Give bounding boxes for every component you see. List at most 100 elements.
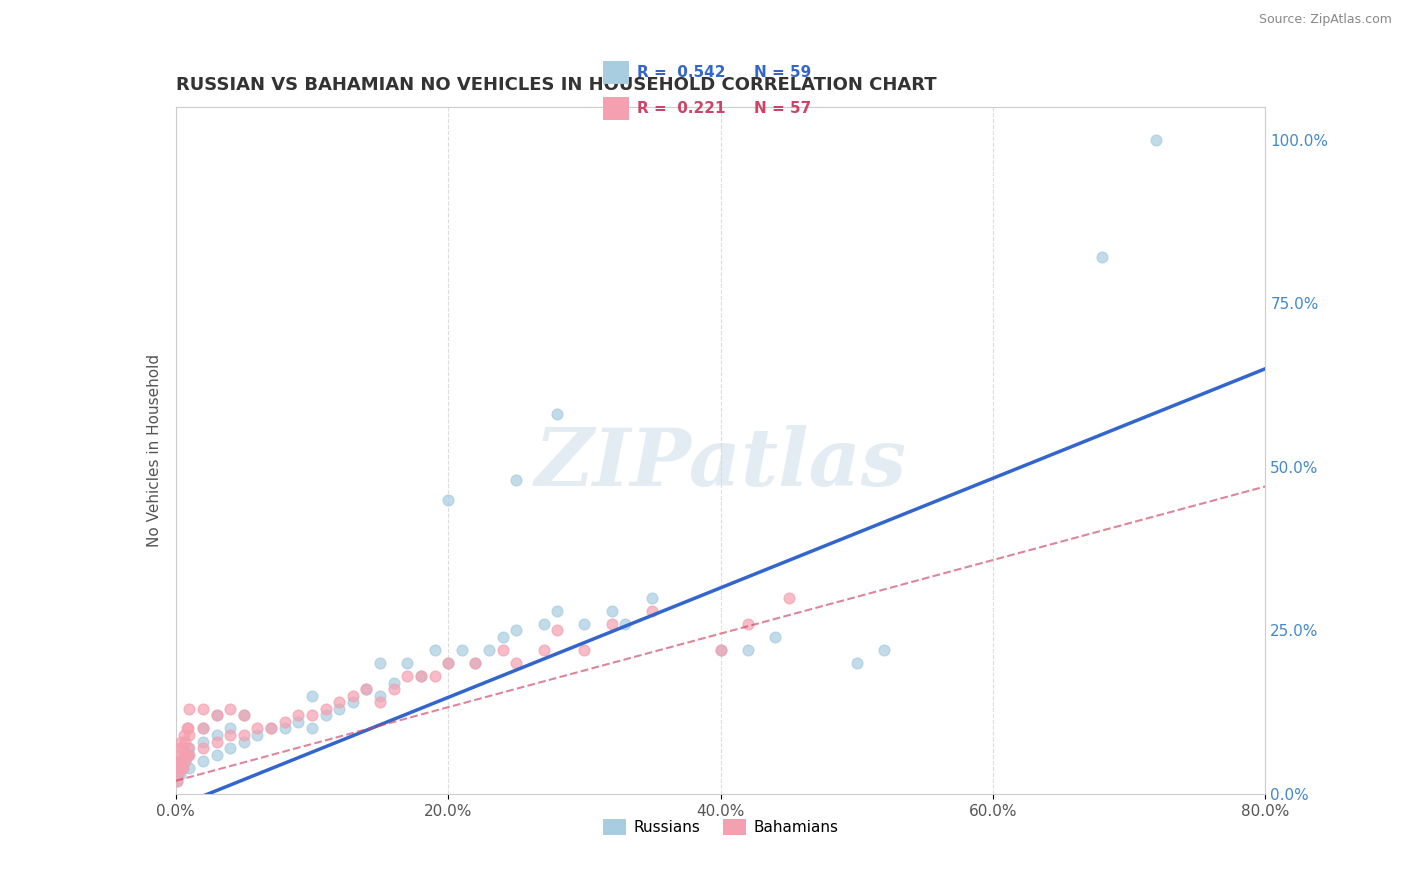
Point xyxy=(166,747,188,762)
Point xyxy=(177,747,200,762)
Point xyxy=(191,722,214,736)
Text: N = 59: N = 59 xyxy=(754,64,811,79)
Point xyxy=(219,741,242,756)
Point xyxy=(328,702,350,716)
Point xyxy=(423,669,446,683)
Point xyxy=(170,761,193,775)
Point xyxy=(191,722,214,736)
Point xyxy=(478,643,501,657)
Point xyxy=(873,643,896,657)
Point xyxy=(1091,251,1114,265)
Point xyxy=(287,714,309,729)
Point xyxy=(641,591,664,605)
Point xyxy=(172,761,194,775)
Point xyxy=(382,682,405,697)
Point xyxy=(232,734,254,748)
Point xyxy=(174,754,197,768)
Point xyxy=(260,722,283,736)
Text: Source: ZipAtlas.com: Source: ZipAtlas.com xyxy=(1258,13,1392,27)
Point xyxy=(173,754,195,768)
Point xyxy=(301,722,323,736)
Point xyxy=(274,714,297,729)
Point xyxy=(301,689,323,703)
Point xyxy=(492,630,515,644)
Text: R =  0.221: R = 0.221 xyxy=(637,101,725,116)
Point xyxy=(174,734,197,748)
Point xyxy=(166,761,188,775)
Point xyxy=(368,656,391,670)
Text: R =  0.542: R = 0.542 xyxy=(637,64,725,79)
Point xyxy=(232,728,254,742)
Point xyxy=(464,656,486,670)
Point xyxy=(396,656,419,670)
Point xyxy=(191,754,214,768)
Point xyxy=(179,747,201,762)
Point xyxy=(176,747,198,762)
Point xyxy=(219,722,242,736)
Point xyxy=(179,761,201,775)
Point xyxy=(232,708,254,723)
Point xyxy=(191,741,214,756)
FancyBboxPatch shape xyxy=(603,97,628,120)
Point xyxy=(232,708,254,723)
Point xyxy=(614,616,637,631)
Point xyxy=(172,761,194,775)
Point xyxy=(533,616,555,631)
Point xyxy=(546,624,568,638)
Point xyxy=(600,604,623,618)
Text: ZIPatlas: ZIPatlas xyxy=(534,425,907,503)
Point xyxy=(574,616,596,631)
Point xyxy=(191,702,214,716)
Point xyxy=(169,741,191,756)
Point xyxy=(328,695,350,709)
Point xyxy=(170,754,193,768)
Point xyxy=(368,689,391,703)
Point xyxy=(167,767,190,781)
Text: RUSSIAN VS BAHAMIAN NO VEHICLES IN HOUSEHOLD CORRELATION CHART: RUSSIAN VS BAHAMIAN NO VEHICLES IN HOUSE… xyxy=(176,77,936,95)
Point xyxy=(179,728,201,742)
Point xyxy=(409,669,432,683)
Point xyxy=(167,767,190,781)
Point xyxy=(179,741,201,756)
Point xyxy=(191,734,214,748)
Point xyxy=(505,656,527,670)
Point xyxy=(315,702,337,716)
Point xyxy=(205,708,228,723)
Point xyxy=(1144,133,1167,147)
Point xyxy=(533,643,555,657)
Point xyxy=(260,722,283,736)
Point xyxy=(710,643,733,657)
Point xyxy=(423,643,446,657)
Point xyxy=(437,656,460,670)
Point xyxy=(546,408,568,422)
Point xyxy=(219,702,242,716)
Point xyxy=(205,708,228,723)
Point xyxy=(166,773,188,788)
Point xyxy=(641,604,664,618)
Point xyxy=(546,604,568,618)
Point xyxy=(169,767,191,781)
Point xyxy=(172,741,194,756)
Point xyxy=(176,747,198,762)
Legend: Russians, Bahamians: Russians, Bahamians xyxy=(596,813,845,841)
Point xyxy=(342,695,364,709)
Point xyxy=(437,492,460,507)
Point xyxy=(492,643,515,657)
Point xyxy=(287,708,309,723)
Point xyxy=(382,675,405,690)
Point xyxy=(845,656,868,670)
Point xyxy=(219,728,242,742)
Point xyxy=(177,741,200,756)
Point xyxy=(368,695,391,709)
Point xyxy=(177,722,200,736)
Point xyxy=(205,734,228,748)
Point xyxy=(173,747,195,762)
Point xyxy=(301,708,323,723)
Point xyxy=(173,728,195,742)
Point xyxy=(205,728,228,742)
Point xyxy=(737,643,759,657)
Point xyxy=(505,624,527,638)
Point xyxy=(574,643,596,657)
Point xyxy=(205,747,228,762)
Point xyxy=(356,682,378,697)
